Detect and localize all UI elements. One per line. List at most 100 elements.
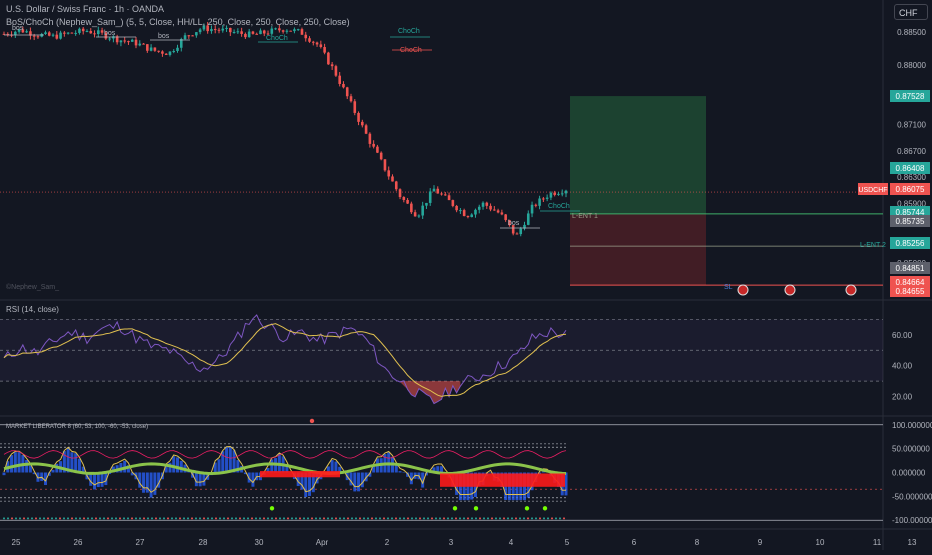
candle-body [285,30,289,32]
ml-bottom-dot [263,517,265,520]
ml-bottom-dot [215,517,217,520]
ml-signal-dot [473,506,479,511]
ml-bottom-dot [15,517,17,520]
ml-bottom-dot [251,517,253,520]
candle-body [564,190,568,194]
ml-bottom-dot [283,517,285,520]
candle-body [198,29,202,33]
ml-bottom-dot [539,517,541,520]
candle-body [557,193,560,195]
ml-bottom-dot [411,517,413,520]
ml-bottom-dot [499,517,501,520]
candle-body [210,29,213,32]
ml-bottom-dot [55,517,57,520]
candle-body [455,205,458,211]
ml-signal-dot [524,506,530,511]
ml-bottom-dot [555,517,557,520]
ml-bottom-dot [191,517,193,520]
ml-bottom-dot [83,517,85,520]
candle-body [391,176,394,182]
event-flag-icon [784,284,796,296]
rsi-line [3,314,567,405]
candle-body [278,28,281,31]
rsi-oversold-fill [400,381,461,404]
candle-body [164,53,168,55]
candle-body [262,30,266,34]
ml-bottom-dot [67,517,69,520]
ml-bottom-dot [339,517,341,520]
ml-bottom-dot [275,517,277,520]
candle-body [394,181,398,190]
time-tick-label: 28 [199,538,208,547]
candle-body [515,233,519,235]
ml-bottom-dot [479,517,481,520]
ml-bottom-dot [43,517,45,520]
candle-body [179,39,183,48]
candle-body [481,202,485,207]
candle-body [372,143,375,147]
currency-button[interactable]: CHF [894,4,928,20]
price-tag [890,183,930,195]
candle-body [25,31,28,33]
ml-bottom-dot [311,517,313,520]
candle-body [485,202,489,206]
ml-bottom-dot [243,517,245,520]
ml-bottom-dot [351,517,353,520]
indicator-title: BoS/ChoCh (Nephew_Sam_) (5, 5, Close, HH… [6,17,350,27]
candle-body [14,31,17,35]
candle-body [63,32,66,34]
candle-body [364,125,368,134]
ml-bottom-dot [271,517,273,520]
candle-body [270,28,274,34]
ml-title: MARKET LIBERATOR 8 (60, 53, 100, -60, -5… [6,424,148,430]
time-tick-label: 11 [873,538,882,547]
symbol-tag-text: USDCHF [858,187,887,194]
candle-body [376,146,379,153]
candle-body [410,203,413,213]
candle-body [361,121,364,126]
ml-bottom-dot [19,517,21,520]
candle-body [206,25,209,32]
candle-body [2,33,6,35]
candle-body [402,197,406,200]
ml-bottom-dot [3,517,5,520]
candle-body [229,27,232,33]
candle-body [477,206,481,210]
price-tick-label: 0.88000 [897,61,926,70]
price-tag-text: 0.84851 [896,264,925,273]
ml-bottom-dot [447,517,449,520]
price-tag [890,215,930,227]
candle-body [32,35,36,37]
ml-bottom-dot [143,517,145,520]
ml-bottom-dot [63,517,65,520]
ml-bottom-dot [159,517,161,520]
ml-bottom-dot [547,517,549,520]
ml-bottom-dot [291,517,293,520]
price-tag [890,262,930,274]
candle-body [187,35,191,37]
ml-bottom-dot [315,517,317,520]
candle-body [425,202,428,206]
time-tick-label: 4 [509,538,514,547]
ml-bottom-dot [7,517,9,520]
candle-body [345,87,349,97]
ml-signal-dot [269,506,275,511]
ml-bottom-dot [559,517,561,520]
ml-bottom-dot [475,517,477,520]
symbol-title: U.S. Dollar / Swiss Franc · 1h · OANDA [6,4,165,14]
ml-bottom-dot [519,517,521,520]
candle-body [323,47,326,53]
ml-bottom-dot [203,517,205,520]
ml-bottom-dot [515,517,517,520]
candle-body [296,29,300,31]
candle-body [138,43,142,46]
candle-body [100,30,104,33]
ml-bottom-dot [419,517,421,520]
ml-bottom-dot [147,517,149,520]
price-tag [890,237,930,249]
candle-body [342,83,345,88]
ml-bottom-dot [199,517,201,520]
time-tick-label: 13 [908,538,917,547]
